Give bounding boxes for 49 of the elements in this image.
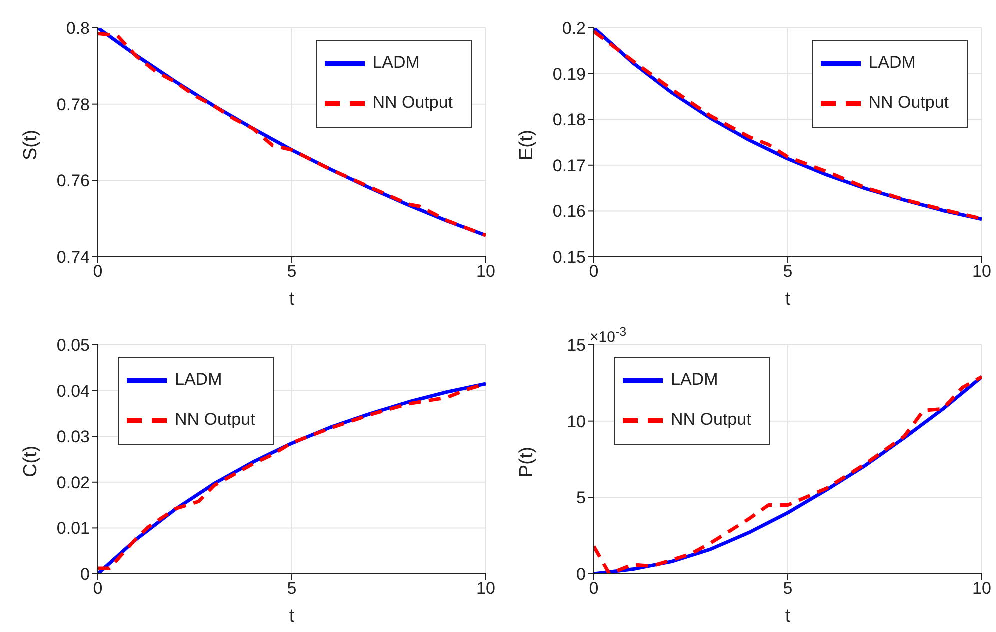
x-tick-label: 10 [476, 579, 496, 598]
x-tick-label: 10 [972, 262, 992, 282]
y-axis-title: E(t) [516, 130, 538, 160]
x-tick-label: 5 [287, 579, 297, 598]
y-tick-label: 10 [567, 412, 586, 432]
legend-label: LADM [868, 53, 916, 72]
x-tick-label: 0 [589, 579, 599, 598]
legend-label: NN Output [372, 93, 453, 112]
x-axis-title: t [785, 289, 792, 310]
legend-label: NN Output [671, 410, 752, 430]
y-tick-label: 0.02 [56, 473, 90, 492]
y-tick-label: 0.78 [56, 95, 90, 114]
y-tick-label: 0.17 [552, 156, 586, 176]
y-tick-label: 5 [576, 488, 586, 508]
y-tick-label: 0.18 [552, 110, 586, 130]
x-axis-title: t [289, 289, 296, 310]
x-tick-label: 0 [589, 262, 599, 282]
legend-label: NN Output [175, 410, 256, 430]
x-tick-label: 5 [287, 262, 297, 282]
y-axis-title: S(t) [20, 130, 42, 160]
y-tick-label: 15 [567, 336, 586, 356]
y-tick-label: 0 [80, 565, 90, 584]
legend-label: LADM [671, 370, 718, 390]
y-tick-label: 0.01 [56, 519, 90, 538]
y-tick-label: 0.04 [56, 382, 90, 401]
y-tick-label: 0.74 [56, 248, 90, 268]
y-axis-title: P(t) [516, 446, 538, 478]
y-axis-title: C(t) [20, 446, 42, 478]
x-tick-label: 0 [93, 579, 103, 598]
x-tick-label: 5 [783, 579, 793, 598]
annotation: ×10$^{-3}$ [590, 325, 627, 346]
legend-label: NN Output [868, 93, 949, 112]
x-tick-label: 0 [93, 262, 103, 282]
y-tick-label: 0.19 [552, 64, 586, 84]
legend-label: LADM [175, 370, 222, 390]
x-tick-label: 5 [783, 262, 793, 282]
y-tick-label: 0.03 [56, 428, 90, 447]
x-axis-title: t [289, 606, 296, 627]
y-tick-label: 0.2 [562, 19, 586, 38]
legend-label: LADM [372, 53, 420, 72]
x-axis-title: t [785, 606, 792, 627]
x-tick-label: 10 [972, 579, 992, 598]
y-tick-label: 0.15 [552, 248, 586, 268]
y-tick-label: 0.05 [56, 336, 90, 356]
y-tick-label: 0.76 [56, 172, 90, 191]
y-tick-label: 0.16 [552, 202, 586, 222]
y-tick-label: 0 [576, 565, 586, 584]
y-tick-label: 0.8 [66, 19, 90, 38]
x-tick-label: 10 [476, 262, 496, 282]
